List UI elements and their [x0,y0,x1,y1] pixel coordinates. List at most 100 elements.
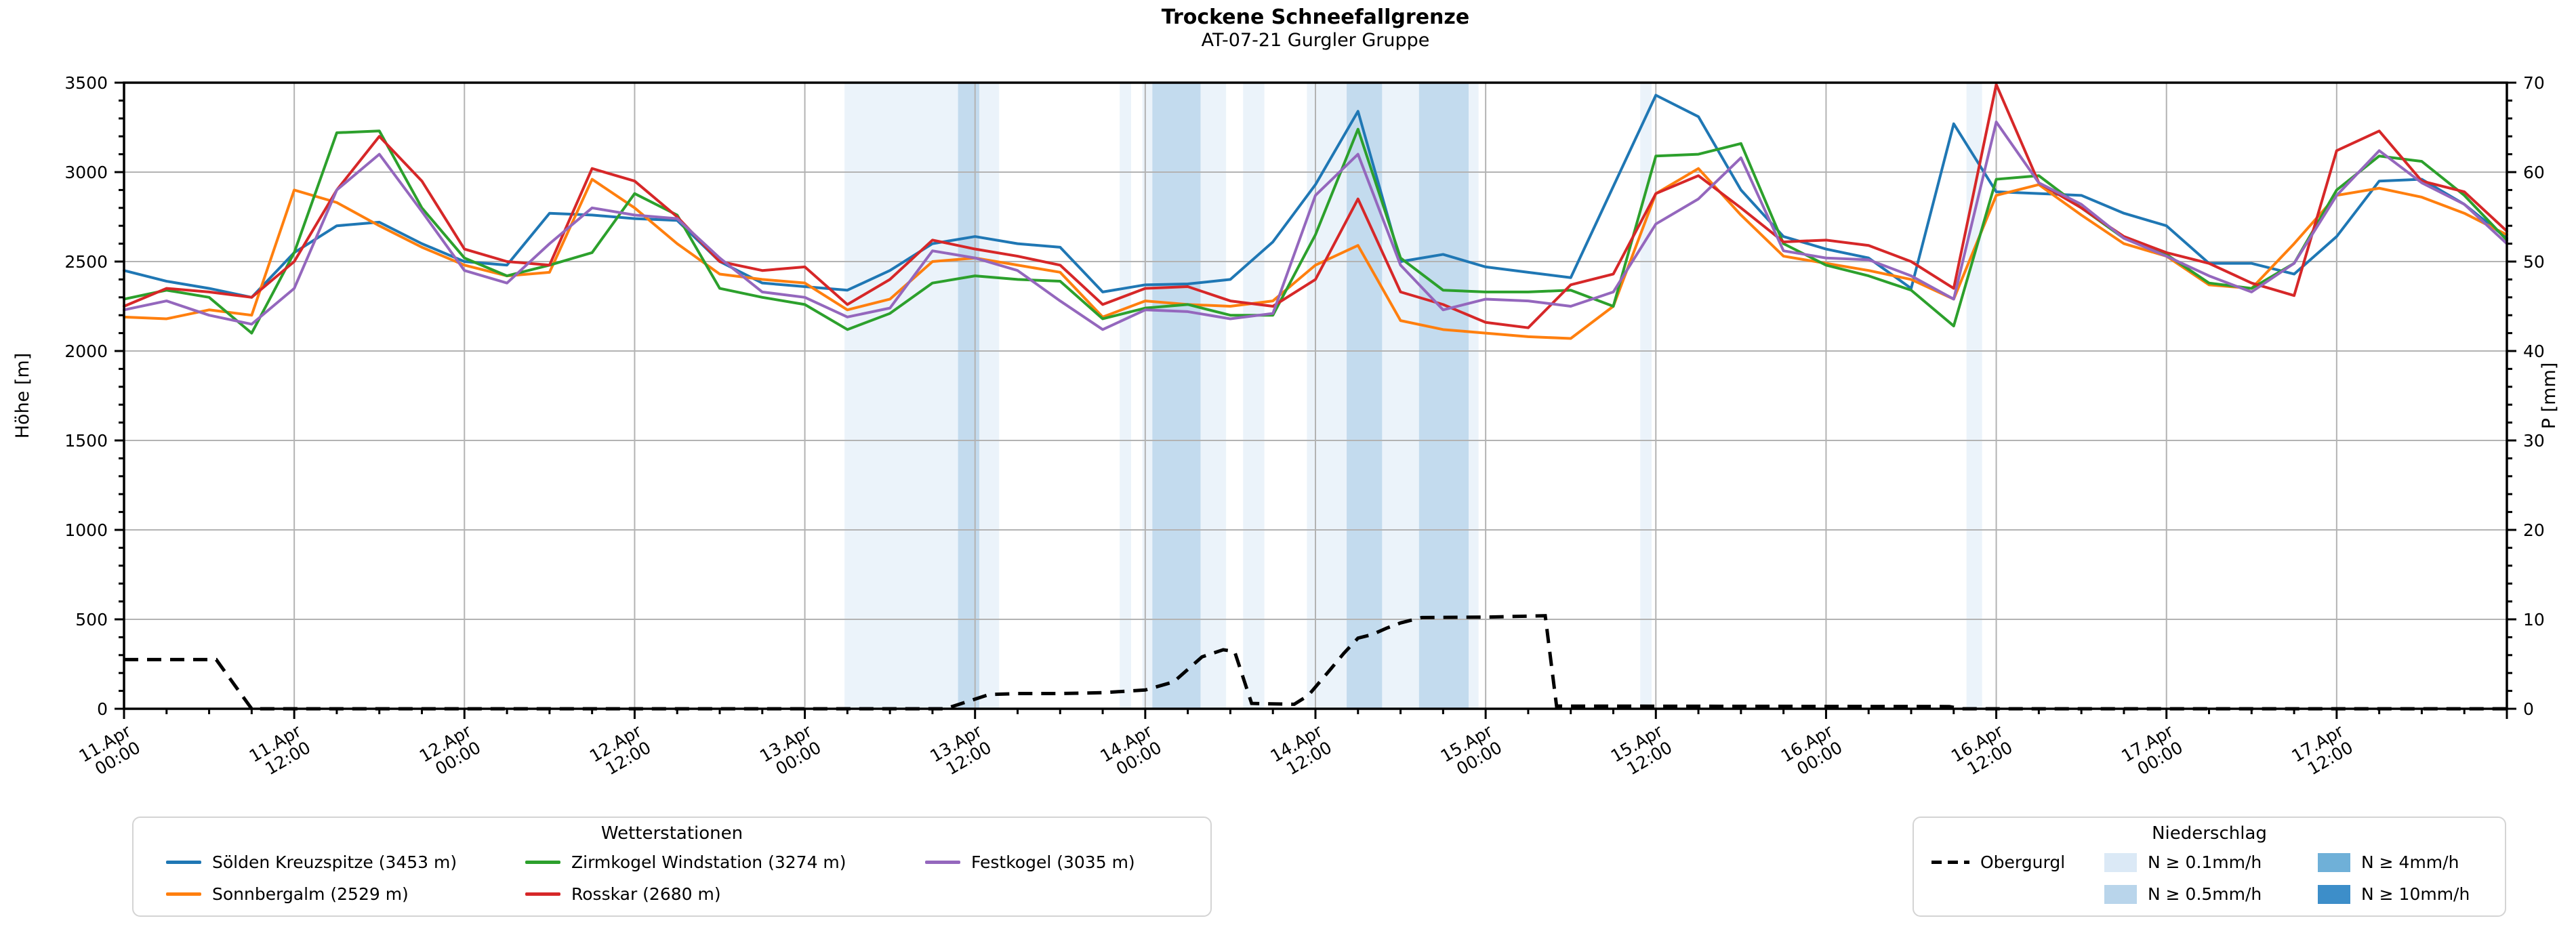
precip-band-0.1 [979,83,1000,709]
precip-band-0.1 [1142,83,1153,709]
y-left-axis-label: Höhe [m] [12,353,33,439]
legend-item-soelden-kreuzspitze: Sölden Kreuzspitze (3453 m) [166,846,525,878]
legend-column: Festkogel (3035 m) [925,846,1204,910]
legend-item-obergurgl: Obergurgl [1931,846,2104,878]
precip-band-0.1 [1243,83,1265,709]
y-right-tick-label: 20 [2523,520,2545,540]
legend-label-patch: N ≥ 4mm/h [2361,852,2459,872]
y-right-tick-label: 70 [2523,73,2545,93]
patch-swatch [2104,852,2137,872]
x-tick-label: 15.Apr12:00 [1608,721,1676,783]
precip-band-0.1 [844,83,958,709]
legend-label-zirmkogel-windstation: Zirmkogel Windstation (3274 m) [571,852,846,872]
precip-band-0.1 [1640,83,1652,709]
legend-label-sonnbergalm: Sonnbergalm (2529 m) [212,884,409,904]
chart-subtitle: AT-07-21 Gurgler Gruppe [1201,30,1430,51]
legend-label-patch: N ≥ 0.5mm/h [2148,884,2262,904]
y-left-tick-label: 500 [75,610,108,629]
precip-band-0.1 [1469,83,1479,709]
x-tick-label: 12.Apr00:00 [416,721,485,783]
y-left-tick-label: 0 [97,699,108,719]
y-left-tick-label: 1000 [64,520,108,540]
precip-band-0.1 [1307,83,1347,709]
x-tick-label: 15.Apr00:00 [1437,721,1506,783]
y-right-axis-label: P [mm] [2539,363,2560,430]
y-left-tick-label: 2000 [64,342,108,361]
precip-band-0.1 [1966,83,1982,709]
legend-stations-title: Wetterstationen [600,823,743,844]
patch-swatch [2318,852,2350,872]
line-swatch-soelden-kreuzspitze [166,861,201,864]
legend-label-patch: N ≥ 0.1mm/h [2148,852,2262,872]
x-tick-label: 17.Apr12:00 [2288,721,2356,783]
legend-label-patch: N ≥ 10mm/h [2361,884,2470,904]
y-left-tick-label: 2500 [64,252,108,272]
series-line-soelden-kreuzspitze [123,94,2508,299]
axis-ticks [115,81,2516,719]
legend-label-obergurgl: Obergurgl [1980,852,2066,872]
precip-band-0.1 [1382,83,1419,709]
precip-bands [844,83,1982,709]
legend-precip: Niederschlag Obergurgl N ≥ 0.1mm/h N ≥ 0.5… [1913,817,2506,917]
legend-precip-title: Niederschlag [2152,823,2267,844]
patch-swatch [2318,884,2350,904]
x-tick-label: 12.Apr12:00 [586,721,655,783]
legend-item-patch: N ≥ 0.1mm/h [2104,846,2318,878]
x-tick-label: 17.Apr00:00 [2118,721,2186,783]
legend-item-zirmkogel-windstation: Zirmkogel Windstation (3274 m) [525,846,925,878]
precip-band-0.1 [1120,83,1131,709]
line-swatch-rosskar [525,892,560,896]
series-line-festkogel [123,121,2508,331]
legend-stations-items: Sölden Kreuzspitze (3453 m) Sonnbergalm (… [140,846,1204,910]
y-left-tick-label: 3500 [64,73,108,93]
precip-band-0.5 [1152,83,1201,709]
series-lines [123,83,2508,340]
x-tick-label: 16.Apr00:00 [1778,721,1846,783]
x-tick-label: 11.Apr12:00 [246,721,314,783]
legend-precip-items: Obergurgl N ≥ 0.1mm/h N ≥ 0.5mm/h N ≥ 4mm/h… [1921,846,2498,910]
legend-column: Obergurgl [1931,846,2104,910]
precip-line-obergurgl [124,614,2507,711]
legend-item-rosskar: Rosskar (2680 m) [525,878,925,910]
patch-swatch [2104,884,2137,904]
line-swatch-sonnbergalm [166,892,201,896]
x-tick-label: 13.Apr12:00 [926,721,995,783]
legend-column: Zirmkogel Windstation (3274 m) Rosskar (2… [525,846,925,910]
legend-item-festkogel: Festkogel (3035 m) [925,846,1204,878]
legend-item-patch: N ≥ 4mm/h [2318,846,2498,878]
x-tick-label: 16.Apr12:00 [1948,721,2016,783]
precip-band-0.5 [1418,83,1469,709]
legend-label-festkogel: Festkogel (3035 m) [971,852,1135,872]
legend-column: N ≥ 4mm/h N ≥ 10mm/h [2318,846,2498,910]
y-right-tick-label: 30 [2523,431,2545,451]
y-left-tick-label: 3000 [64,163,108,182]
y-left-tick-label: 1500 [64,431,108,451]
y-right-tick-label: 50 [2523,252,2545,272]
line-swatch-festkogel [925,861,960,864]
chart-title: Trockene Schneefallgrenze [1161,5,1470,29]
line-swatch-zirmkogel-windstation [525,861,560,864]
legend-column: Sölden Kreuzspitze (3453 m) Sonnbergalm (… [166,846,525,910]
x-tick-label: 13.Apr00:00 [756,721,825,783]
x-tick-label: 14.Apr00:00 [1097,721,1165,783]
y-right-tick-label: 40 [2523,342,2545,361]
x-tick-label: 14.Apr12:00 [1267,721,1336,783]
legend-stations: Wetterstationen Sölden Kreuzspitze (3453… [132,817,1212,917]
legend-item-patch: N ≥ 10mm/h [2318,878,2498,910]
dashed-line-swatch [1931,861,1969,864]
series-line-sonnbergalm [123,167,2508,340]
gridlines [124,83,2507,709]
legend-item-sonnbergalm: Sonnbergalm (2529 m) [166,878,525,910]
y-right-tick-label: 10 [2523,610,2545,629]
legend-label-rosskar: Rosskar (2680 m) [571,884,721,904]
y-right-tick-label: 0 [2523,699,2534,719]
x-tick-label: 11.Apr00:00 [76,721,144,783]
precip-band-0.1 [1200,83,1227,709]
precip-band-0.5 [958,83,979,709]
axis-tick-labels: 0 500 1000 1500 2000 2500 3000 3500 0 10 20 30 40 50 6… [64,73,2545,783]
legend-column: N ≥ 0.1mm/h N ≥ 0.5mm/h [2104,846,2318,910]
y-right-tick-label: 60 [2523,163,2545,182]
legend-label-soelden-kreuzspitze: Sölden Kreuzspitze (3453 m) [212,852,457,872]
